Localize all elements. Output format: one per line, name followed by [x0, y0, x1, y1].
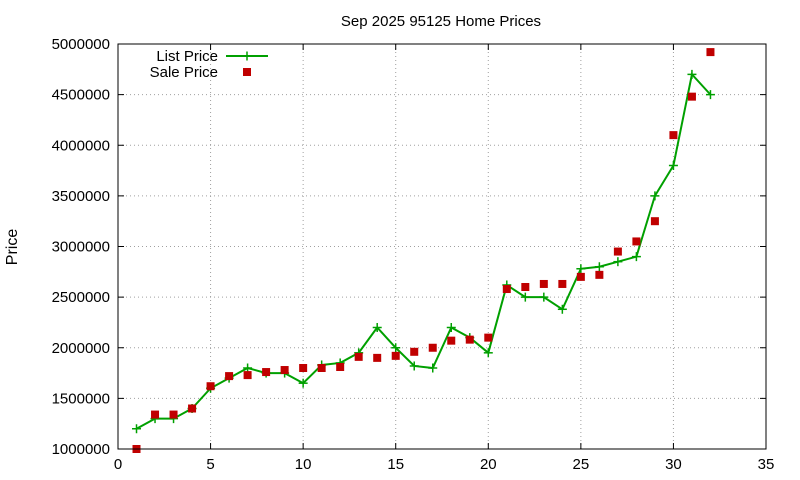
x-tick-label: 30: [665, 456, 682, 473]
sale-price-point: [336, 362, 345, 371]
y-tick-label: 1500000: [52, 390, 110, 407]
sale-price-point: [484, 333, 493, 342]
list-price-point: [576, 264, 586, 274]
list-price-point: [631, 252, 641, 262]
sale-price-point: [650, 217, 659, 226]
list-price-point: [613, 257, 623, 267]
sale-price-point: [280, 366, 289, 375]
sale-price-point: [151, 410, 160, 419]
sale-price-point: [447, 336, 456, 345]
legend-marker: [243, 68, 251, 76]
x-tick-label: 15: [387, 456, 404, 473]
sale-price-point: [225, 372, 234, 381]
sale-price-point: [706, 48, 715, 57]
y-tick-label: 5000000: [52, 36, 110, 53]
y-tick-label: 3500000: [52, 188, 110, 205]
list-price-point: [428, 363, 438, 373]
list-price-point: [391, 343, 401, 353]
sale-price-point: [576, 272, 585, 281]
sale-price-point: [410, 347, 419, 356]
y-tick-label: 1000000: [52, 441, 110, 458]
list-price-point: [539, 292, 549, 302]
y-tick-label: 2000000: [52, 340, 110, 357]
grid: [118, 44, 766, 449]
x-tick-label: 20: [480, 456, 497, 473]
list-price-point: [520, 292, 530, 302]
list-price-point: [483, 348, 493, 358]
y-tick-label: 4500000: [52, 87, 110, 104]
list-price-point: [594, 262, 604, 272]
y-tick-label: 2500000: [52, 289, 110, 306]
sale-price-point: [188, 404, 197, 413]
list-price-point: [243, 363, 253, 373]
list-price-point: [557, 304, 567, 314]
sale-price-point: [391, 351, 400, 360]
x-tick-label: 0: [114, 456, 122, 473]
x-tick-label: 10: [295, 456, 312, 473]
sale-price-point: [373, 353, 382, 362]
sale-price-point: [317, 364, 326, 372]
ticks: 0 5 10 15 20 25 30 35 1000000 1500000 2000000 25000…: [52, 36, 775, 473]
y-tick-label: 4000000: [52, 137, 110, 154]
sale-price-point: [354, 352, 363, 361]
sale-price-point: [428, 343, 437, 352]
sale-price-point: [669, 131, 678, 140]
chart-title: Sep 2025 95125 Home Prices: [341, 13, 541, 30]
legend-label: Sale Price: [150, 64, 218, 81]
sale-price-point: [243, 371, 252, 380]
y-axis-label: Price: [4, 229, 21, 266]
list-price-line: [136, 72, 712, 430]
legend-marker: [242, 51, 252, 61]
sale-price-point: [632, 237, 641, 246]
list-price-point: [687, 69, 697, 79]
sale-price-point: [558, 279, 567, 288]
sale-price-point: [539, 279, 548, 288]
series-layer: [132, 48, 715, 453]
list-price-point: [705, 90, 715, 100]
list-price-point: [409, 361, 419, 371]
sale-price-point: [521, 283, 530, 291]
x-tick-label: 35: [758, 456, 775, 473]
sale-price-point: [613, 247, 622, 256]
list-price-point: [650, 191, 660, 201]
sale-price-point: [169, 410, 178, 419]
sale-price-point: [262, 368, 271, 377]
x-tick-label: 25: [573, 456, 590, 473]
legend-label: List Price: [156, 48, 218, 65]
sale-price-point: [502, 285, 511, 294]
list-price-point: [668, 161, 678, 170]
list-price-point: [132, 424, 142, 434]
y-tick-label: 3000000: [52, 239, 110, 256]
list-price-point: [372, 323, 382, 332]
sale-price-point: [465, 335, 474, 344]
sale-price-point: [595, 270, 604, 279]
x-tick-label: 5: [206, 456, 214, 473]
sale-price-point: [206, 382, 215, 391]
list-price-point: [446, 323, 456, 332]
sale-price-point: [687, 92, 696, 101]
list-price-point: [298, 378, 308, 388]
sale-price-point: [299, 364, 308, 372]
